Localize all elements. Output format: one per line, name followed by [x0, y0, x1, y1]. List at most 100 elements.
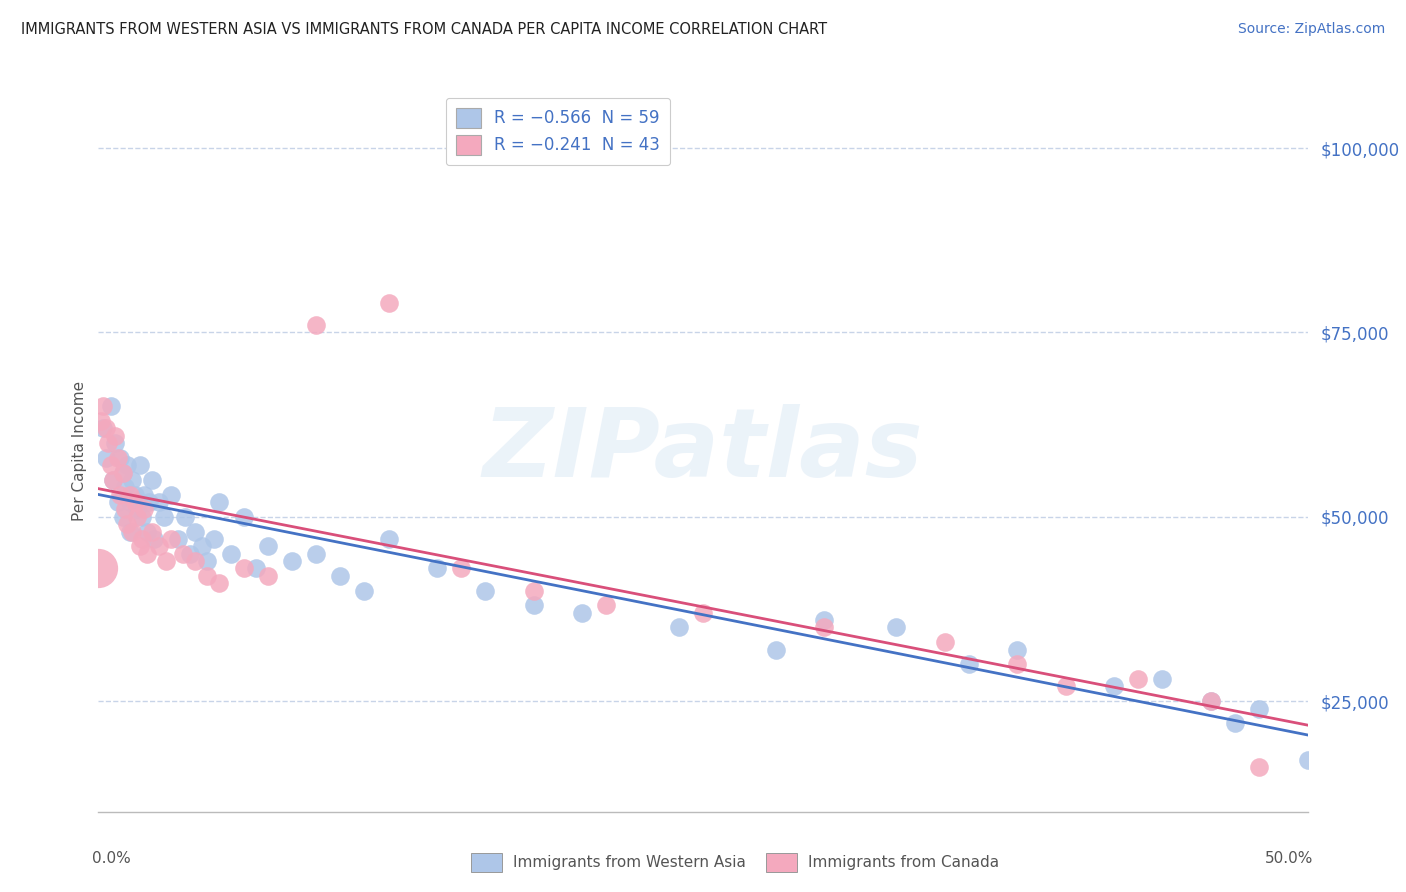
- Point: [221, 547, 243, 561]
- Text: 0.0%: 0.0%: [93, 852, 131, 866]
- Point: [128, 539, 150, 553]
- Point: [765, 642, 787, 657]
- Point: [1199, 694, 1222, 708]
- Point: [131, 509, 153, 524]
- Point: [1152, 672, 1174, 686]
- Point: [127, 502, 149, 516]
- Point: [100, 458, 122, 473]
- Point: [124, 488, 146, 502]
- Point: [114, 480, 136, 494]
- Point: [886, 620, 908, 634]
- Point: [121, 524, 143, 539]
- Point: [121, 473, 143, 487]
- Point: [124, 495, 146, 509]
- Text: 50.0%: 50.0%: [1265, 852, 1313, 866]
- Point: [111, 466, 134, 480]
- Legend: R = −0.566  N = 59, R = −0.241  N = 43: R = −0.566 N = 59, R = −0.241 N = 43: [446, 97, 671, 165]
- Point: [131, 532, 153, 546]
- Point: [91, 421, 114, 435]
- Point: [118, 524, 141, 539]
- Point: [1007, 642, 1029, 657]
- Point: [155, 554, 177, 568]
- Point: [1249, 760, 1271, 774]
- Point: [256, 539, 278, 553]
- Point: [208, 495, 231, 509]
- Point: [957, 657, 980, 672]
- Point: [1102, 679, 1125, 693]
- Point: [167, 532, 190, 546]
- Point: [101, 473, 124, 487]
- Point: [474, 583, 496, 598]
- Point: [97, 436, 120, 450]
- Point: [94, 450, 117, 465]
- Point: [104, 428, 127, 442]
- Point: [232, 509, 254, 524]
- Point: [1128, 672, 1150, 686]
- Point: [232, 561, 254, 575]
- Point: [305, 547, 328, 561]
- Point: [1296, 753, 1319, 767]
- Point: [208, 576, 231, 591]
- Text: ZIPatlas: ZIPatlas: [482, 404, 924, 497]
- Point: [184, 554, 207, 568]
- Point: [184, 524, 207, 539]
- Point: [256, 569, 278, 583]
- Point: [813, 620, 835, 634]
- Point: [141, 524, 163, 539]
- Text: Immigrants from Canada: Immigrants from Canada: [808, 855, 1000, 870]
- Point: [329, 569, 352, 583]
- Text: Source: ZipAtlas.com: Source: ZipAtlas.com: [1237, 22, 1385, 37]
- Point: [179, 547, 201, 561]
- Point: [141, 473, 163, 487]
- Point: [377, 296, 399, 310]
- Point: [117, 458, 139, 473]
- Point: [160, 532, 183, 546]
- Point: [134, 488, 156, 502]
- Point: [195, 569, 218, 583]
- Point: [204, 532, 226, 546]
- Point: [571, 606, 593, 620]
- Point: [1199, 694, 1222, 708]
- Point: [101, 473, 124, 487]
- Point: [523, 599, 546, 613]
- Point: [191, 539, 214, 553]
- Point: [127, 509, 149, 524]
- Point: [377, 532, 399, 546]
- Point: [1249, 701, 1271, 715]
- Point: [108, 488, 131, 502]
- Point: [1054, 679, 1077, 693]
- Point: [114, 502, 136, 516]
- Point: [195, 554, 218, 568]
- Point: [118, 495, 141, 509]
- Point: [94, 421, 117, 435]
- Point: [595, 599, 617, 613]
- Point: [426, 561, 449, 575]
- Point: [118, 488, 141, 502]
- Point: [91, 399, 114, 413]
- Point: [174, 509, 197, 524]
- Point: [934, 635, 956, 649]
- Point: [87, 561, 110, 575]
- Point: [111, 509, 134, 524]
- Point: [107, 495, 129, 509]
- Point: [107, 450, 129, 465]
- Point: [148, 495, 170, 509]
- Point: [111, 466, 134, 480]
- Point: [134, 502, 156, 516]
- Point: [128, 458, 150, 473]
- Point: [104, 436, 127, 450]
- Point: [138, 495, 160, 509]
- Point: [117, 517, 139, 532]
- Point: [523, 583, 546, 598]
- Point: [353, 583, 375, 598]
- Text: IMMIGRANTS FROM WESTERN ASIA VS IMMIGRANTS FROM CANADA PER CAPITA INCOME CORRELA: IMMIGRANTS FROM WESTERN ASIA VS IMMIGRAN…: [21, 22, 827, 37]
- Point: [108, 450, 131, 465]
- Point: [450, 561, 472, 575]
- Point: [90, 414, 112, 428]
- Point: [1223, 716, 1246, 731]
- Point: [281, 554, 304, 568]
- Point: [148, 539, 170, 553]
- Point: [160, 488, 183, 502]
- Point: [692, 606, 714, 620]
- Y-axis label: Per Capita Income: Per Capita Income: [72, 380, 87, 521]
